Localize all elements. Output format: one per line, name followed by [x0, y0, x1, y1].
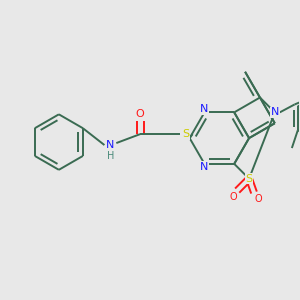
Text: O: O — [136, 109, 145, 119]
Text: N: N — [271, 107, 279, 117]
Text: H: H — [107, 151, 114, 161]
Text: N: N — [200, 162, 209, 172]
Text: O: O — [230, 191, 237, 202]
Text: S: S — [182, 129, 189, 139]
Text: N: N — [106, 140, 115, 150]
Text: O: O — [254, 194, 262, 203]
Text: S: S — [245, 174, 253, 184]
Text: N: N — [200, 104, 209, 114]
